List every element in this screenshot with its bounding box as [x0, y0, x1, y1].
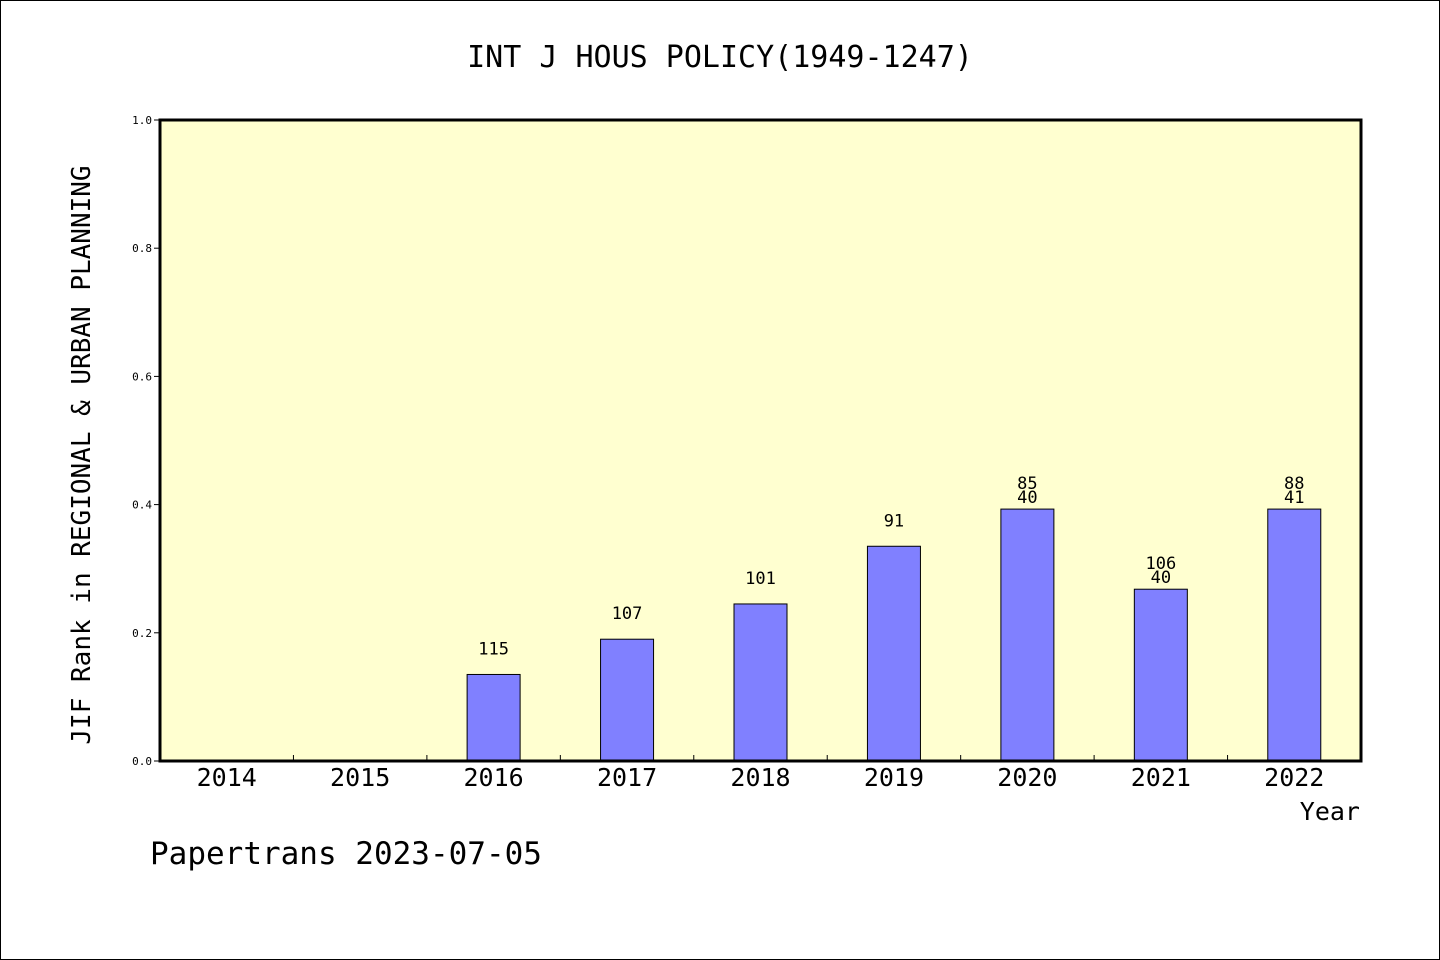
- bars-group: [466, 508, 1322, 762]
- y-axis-label: JIF Rank in REGIONAL & URBAN PLANNING: [67, 165, 97, 744]
- bar-label: 101: [745, 569, 776, 589]
- x-axis: 2014 2015 2016 2017 2018 2019 2020 2021 2022: [197, 755, 1324, 792]
- footer-text: Papertrans 2023-07-05: [150, 836, 542, 872]
- bar-2020: [1000, 508, 1055, 762]
- y-axis: 0.0 0.2 0.4 0.6 0.8 1.0: [132, 114, 160, 768]
- x-tick-label: 2021: [1131, 763, 1191, 792]
- bar-label-rank: 88: [1284, 474, 1304, 494]
- x-tick-label: 2015: [330, 763, 390, 792]
- bar-2016: [466, 673, 521, 762]
- bar-label-rank: 106: [1145, 554, 1176, 574]
- bar-label-position: 41: [1284, 488, 1304, 508]
- bar-label-position: 40: [1017, 488, 1037, 508]
- chart-title: INT J HOUS POLICY(1949-1247): [467, 40, 973, 75]
- x-tick-label: 2018: [730, 763, 790, 792]
- x-axis-label: Year: [1300, 797, 1360, 826]
- bar-label-position: 40: [1151, 568, 1171, 588]
- bar-2021: [1133, 588, 1188, 762]
- bar-2018: [733, 603, 788, 762]
- x-tick-label: 2017: [597, 763, 657, 792]
- bar-label: 115: [478, 639, 509, 659]
- x-tick-label: 2016: [464, 763, 524, 792]
- bar-2019: [866, 545, 921, 762]
- bar-2022: [1267, 508, 1322, 762]
- y-tick-label: 1.0: [132, 114, 152, 127]
- x-tick-label: 2022: [1264, 763, 1324, 792]
- y-tick-label: 0.8: [132, 242, 152, 255]
- x-tick-label: 2020: [997, 763, 1057, 792]
- x-tick-label: 2014: [197, 763, 257, 792]
- bar-label: 107: [612, 604, 643, 624]
- plot-border: [158, 118, 1363, 763]
- y-tick-label: 0.2: [132, 627, 152, 640]
- bar-label: 91: [884, 511, 904, 531]
- bar-label-rank: 85: [1017, 474, 1037, 494]
- x-tick-label: 2019: [864, 763, 924, 792]
- y-tick-label: 0.4: [132, 499, 152, 512]
- y-tick-label: 0.6: [132, 370, 152, 383]
- bar-2017: [600, 638, 655, 762]
- y-tick-label: 0.0: [132, 755, 152, 768]
